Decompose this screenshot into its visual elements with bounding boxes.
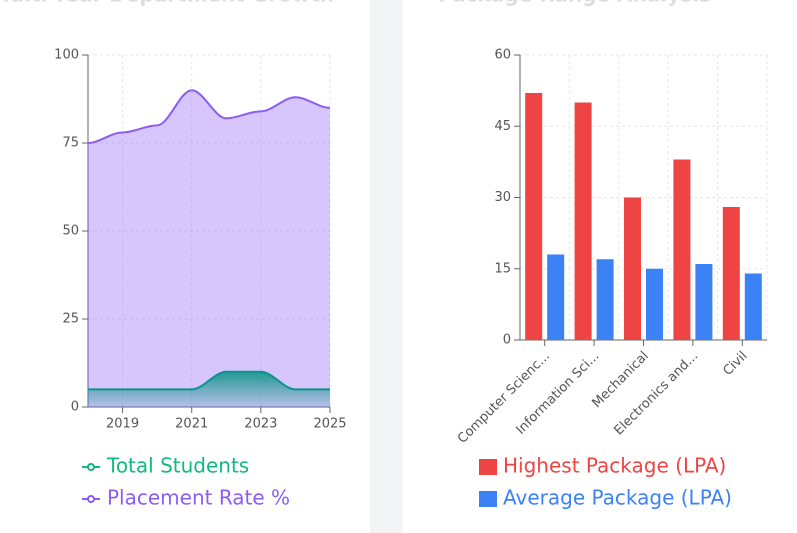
line [87,370,330,391]
card [0,0,370,533]
y-tick-label: 0 [503,333,511,348]
bar [695,264,713,340]
y-tick-label: 15 [494,261,511,276]
y-tick-label: 50 [62,224,79,239]
legend-label: Highest Package (LPA) [503,454,726,478]
y-tick-label: 45 [494,119,511,134]
bar [744,273,762,340]
y-tick-label: 100 [54,48,79,63]
legend-label: Total Students [106,454,249,478]
area [88,90,330,407]
bar [547,254,565,340]
x-tick-label: 2025 [313,417,346,432]
legend-icon [87,463,95,471]
x-tick-label: Civil [720,349,750,379]
x-tick-label: Information Sci... [513,349,602,438]
x-tick-label: 2019 [106,417,139,432]
x-tick-label: Computer Scienc... [455,349,553,447]
y-tick-label: 0 [71,400,79,415]
legend-label: Average Package (LPA) [503,486,732,510]
bar [596,259,614,340]
y-tick-label: 60 [494,48,511,63]
legend-icon [479,459,497,475]
bar [624,197,641,340]
area [88,371,330,407]
x-tick-label: 2021 [175,417,208,432]
y-tick-label: 25 [62,312,79,327]
legend-icon [87,495,95,503]
legend-label: Placement Rate % [107,486,290,510]
line [87,89,331,144]
y-tick-label: 30 [494,190,511,205]
bar [525,93,543,340]
bar [673,159,691,340]
chart-title: Multi-Year Department Growth [0,0,334,7]
y-tick-label: 75 [62,136,79,151]
bar [722,207,740,340]
bar [646,268,663,340]
x-tick-label: Electronics and... [612,349,702,439]
x-tick-label: 2023 [244,417,277,432]
chart-title: Package Range Analysis [438,0,711,7]
bar [574,102,592,340]
legend-icon [479,491,497,507]
